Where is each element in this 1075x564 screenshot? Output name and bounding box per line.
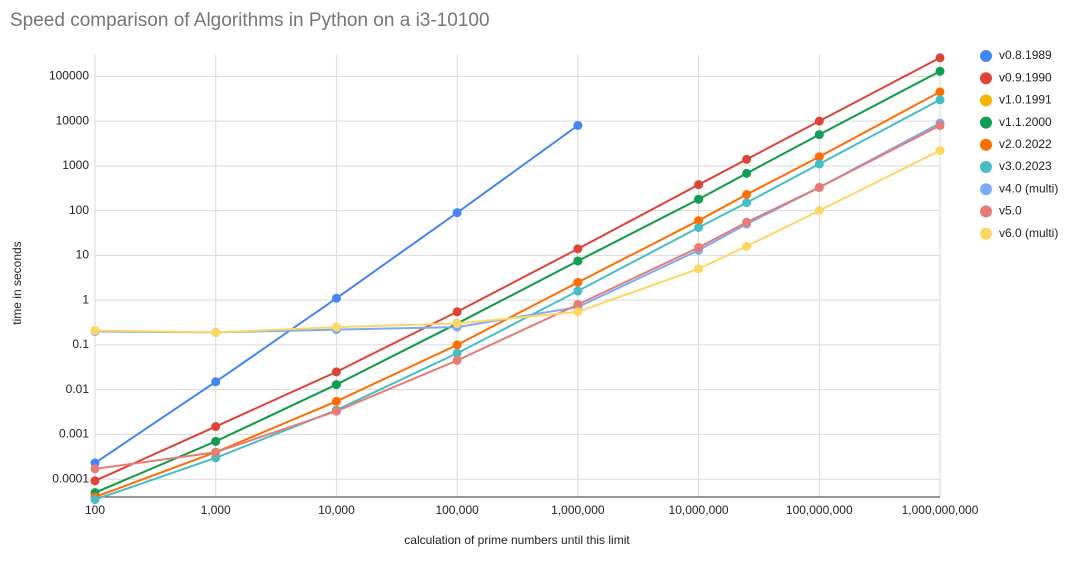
data-point: [90, 464, 100, 474]
data-point: [211, 436, 221, 446]
x-tick-label: 100,000,000: [786, 503, 853, 517]
legend-marker: [980, 50, 992, 62]
data-point: [814, 116, 824, 126]
data-point: [694, 264, 704, 274]
data-point: [694, 243, 704, 253]
data-point: [694, 180, 704, 190]
data-point: [935, 87, 945, 97]
data-point: [452, 208, 462, 218]
data-point: [742, 154, 752, 164]
x-tick-label: 100,000: [435, 503, 479, 517]
legend-label: v4.0 (multi): [999, 181, 1058, 195]
legend-marker: [980, 205, 992, 218]
data-point: [694, 194, 704, 204]
x-tick-label: 1,000: [201, 503, 231, 517]
data-point: [452, 355, 462, 365]
x-tick-label: 1,000,000: [551, 503, 605, 517]
data-point: [742, 217, 752, 227]
data-point: [452, 348, 462, 358]
legend-label: v1.1.2000: [999, 115, 1052, 129]
data-point: [814, 206, 824, 216]
data-point: [90, 325, 100, 335]
data-point: [935, 66, 945, 76]
data-point: [814, 182, 824, 192]
legend-label: v0.9.1990: [999, 70, 1052, 84]
x-axis-label: calculation of prime numbers until this …: [404, 533, 630, 547]
data-point: [573, 299, 583, 309]
y-tick-label: 1000: [62, 158, 89, 172]
legend-marker: [980, 94, 992, 107]
legend-marker: [980, 161, 992, 173]
data-point: [814, 159, 824, 169]
data-point: [573, 307, 583, 317]
data-point: [814, 130, 824, 140]
y-tick-label: 0.1: [72, 337, 89, 351]
data-point: [452, 319, 462, 329]
x-tick-label: 100: [85, 503, 105, 517]
data-point: [935, 146, 945, 156]
data-point: [573, 120, 583, 130]
data-point: [331, 406, 341, 416]
y-tick-label: 10000: [56, 113, 90, 127]
data-point: [211, 377, 221, 387]
legend-marker: [980, 138, 992, 151]
y-tick-label: 0.001: [59, 427, 89, 441]
data-point: [90, 495, 100, 505]
legend-label: v1.0.1991: [999, 93, 1052, 107]
data-point: [814, 152, 824, 162]
legend-marker: [980, 227, 992, 240]
data-point: [742, 198, 752, 208]
data-point: [452, 340, 462, 350]
series-line: [94, 70, 941, 494]
x-tick-label: 10,000,000: [669, 503, 729, 517]
chart-title: Speed comparison of Algorithms in Python…: [10, 10, 490, 31]
data-point: [331, 367, 341, 377]
data-point: [742, 168, 752, 178]
data-point: [211, 422, 221, 432]
data-point: [935, 53, 945, 63]
data-point: [331, 322, 341, 332]
y-axis-label: time in seconds: [10, 241, 24, 324]
series-line: [94, 149, 941, 334]
legend-label: v6.0 (multi): [999, 226, 1058, 240]
legend-label: v3.0.2023: [999, 159, 1052, 173]
y-tick-label: 0.0001: [52, 471, 89, 485]
y-tick-label: 1: [82, 292, 89, 306]
data-point: [331, 293, 341, 303]
data-point: [331, 396, 341, 406]
data-point: [742, 189, 752, 199]
y-tick-label: 100000: [49, 69, 89, 83]
data-point: [694, 222, 704, 232]
series-line: [94, 70, 941, 494]
data-point: [211, 447, 221, 457]
series-line: [94, 124, 941, 470]
legend-marker: [980, 72, 992, 85]
x-tick-label: 10,000: [318, 503, 355, 517]
legend-marker: [980, 183, 992, 196]
series-line: [94, 122, 941, 334]
legend-label: v2.0.2022: [999, 137, 1052, 151]
series-line: [94, 90, 941, 498]
y-tick-label: 100: [69, 203, 89, 217]
y-tick-label: 10: [76, 248, 90, 262]
data-point: [331, 380, 341, 390]
data-point: [694, 216, 704, 226]
legend-label: v5.0: [999, 204, 1022, 218]
x-tick-label: 1,000,000,000: [902, 503, 979, 517]
data-point: [573, 277, 583, 287]
legend-marker: [980, 116, 992, 129]
data-point: [573, 244, 583, 254]
data-point: [935, 95, 945, 105]
data-point: [742, 241, 752, 251]
data-point: [211, 327, 221, 337]
data-point: [935, 120, 945, 130]
legend-label: v0.8.1989: [999, 48, 1052, 62]
data-point: [573, 286, 583, 296]
data-point: [573, 256, 583, 266]
data-point: [90, 476, 100, 486]
y-tick-label: 0.01: [66, 382, 90, 396]
data-point: [452, 307, 462, 317]
